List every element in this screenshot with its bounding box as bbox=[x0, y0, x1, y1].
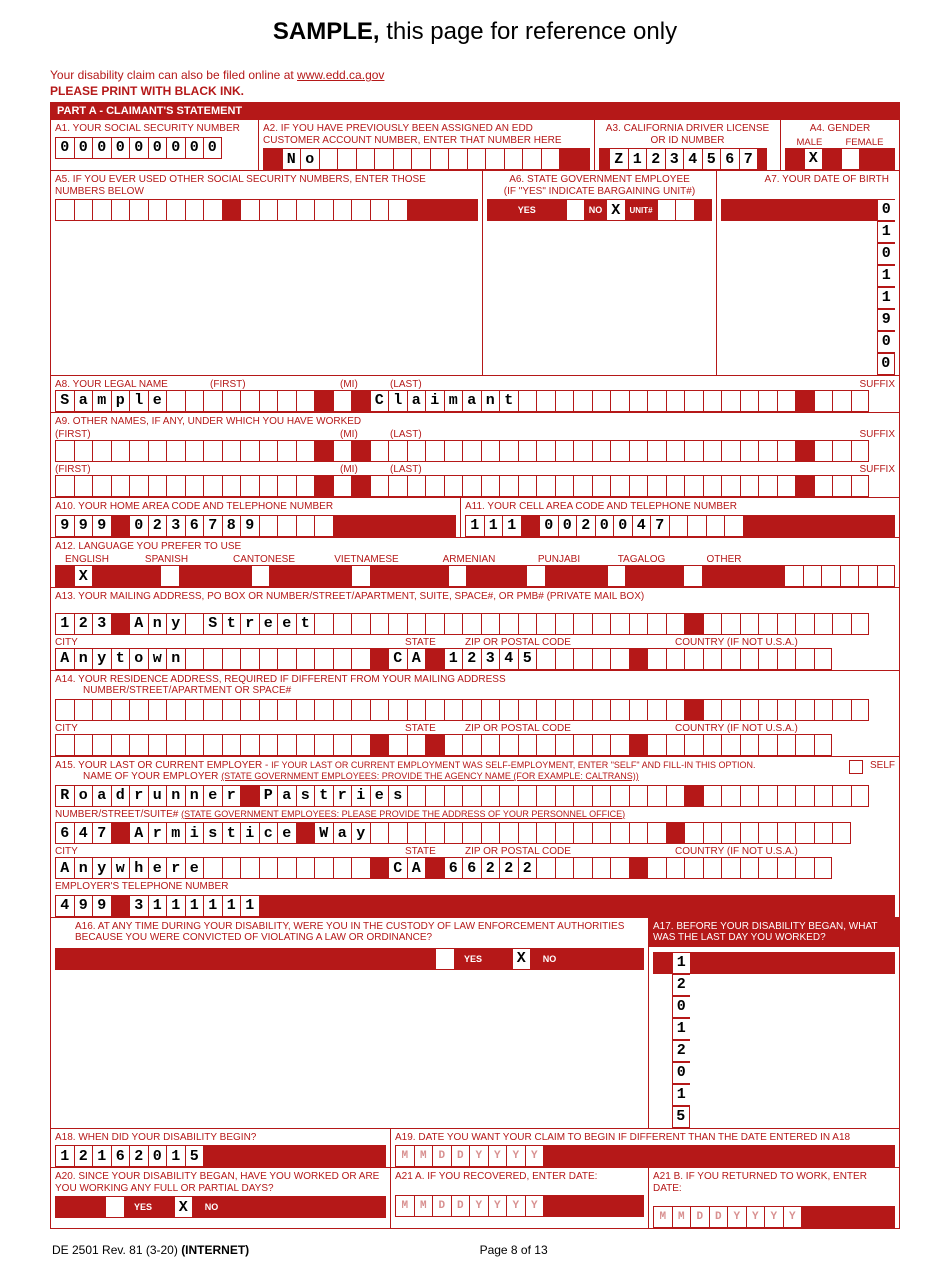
a6-yes[interactable] bbox=[566, 199, 585, 221]
a6-unit2[interactable] bbox=[675, 199, 694, 221]
black-ink-note: PLEASE PRINT WITH BLACK INK. bbox=[50, 84, 900, 98]
a16-no[interactable]: X bbox=[512, 948, 531, 970]
a15-label: A15. YOUR LAST OR CURRENT EMPLOYER - IF … bbox=[55, 760, 849, 783]
a14-city[interactable] bbox=[55, 734, 895, 756]
a10-label: A10. YOUR HOME AREA CODE AND TELEPHONE N… bbox=[55, 501, 456, 513]
a21a-boxes[interactable]: MMDDYYYY bbox=[395, 1195, 644, 1217]
a8-boxes[interactable]: SampleClaimant bbox=[55, 390, 895, 412]
footer: DE 2501 Rev. 81 (3-20) (INTERNET) Page 8… bbox=[50, 1243, 900, 1257]
a2-boxes[interactable]: No bbox=[263, 148, 590, 170]
a13-label: A13. YOUR MAILING ADDRESS, PO BOX OR NUM… bbox=[55, 591, 895, 603]
a16-yes[interactable] bbox=[435, 948, 454, 970]
a18-label: A18. WHEN DID YOUR DISABILITY BEGIN? bbox=[55, 1132, 386, 1144]
a6-unit1[interactable] bbox=[657, 199, 676, 221]
part-a-header: PART A - CLAIMANT'S STATEMENT bbox=[51, 103, 899, 119]
a15-phone[interactable]: 4993111111 bbox=[55, 895, 895, 917]
a20-no[interactable]: X bbox=[174, 1196, 193, 1218]
a9-label: A9. OTHER NAMES, IF ANY, UNDER WHICH YOU… bbox=[55, 416, 895, 428]
a12-label: A12. LANGUAGE YOU PREFER TO USE bbox=[55, 541, 895, 553]
a1-label: A1. YOUR SOCIAL SECURITY NUMBER bbox=[55, 123, 254, 135]
a2-label: A2. IF YOU HAVE PREVIOUSLY BEEN ASSIGNED… bbox=[263, 123, 590, 146]
a17-label: A17. BEFORE YOUR DISABILITY BEGAN, WHAT … bbox=[649, 918, 899, 947]
a6-label: A6. STATE GOVERNMENT EMPLOYEE(IF "YES" I… bbox=[487, 174, 712, 197]
a4-label: A4. GENDER bbox=[785, 123, 895, 135]
a16-label: A16. AT ANY TIME DURING YOUR DISABILITY,… bbox=[55, 921, 644, 944]
a10-boxes[interactable]: 9990236789 bbox=[55, 515, 456, 537]
a5-label: A5. IF YOU EVER USED OTHER SOCIAL SECURI… bbox=[55, 174, 478, 197]
form: PART A - CLAIMANT'S STATEMENT A1. YOUR S… bbox=[50, 102, 900, 1229]
a9-boxes-2[interactable] bbox=[55, 475, 895, 497]
a20-yes[interactable] bbox=[105, 1196, 124, 1218]
a11-boxes[interactable]: 1110020047 bbox=[465, 515, 895, 537]
online-note: Your disability claim can also be filed … bbox=[50, 68, 900, 82]
a11-label: A11. YOUR CELL AREA CODE AND TELEPHONE N… bbox=[465, 501, 895, 513]
a19-boxes[interactable]: MMDDYYYY bbox=[395, 1145, 895, 1167]
a14-label: A14. YOUR RESIDENCE ADDRESS, REQUIRED IF… bbox=[55, 674, 895, 697]
a9-boxes-1[interactable] bbox=[55, 440, 895, 462]
a3-label: A3. CALIFORNIA DRIVER LICENSE OR ID NUMB… bbox=[599, 123, 776, 146]
a18-boxes[interactable]: 12162015 bbox=[55, 1145, 386, 1167]
a14-street[interactable] bbox=[55, 699, 895, 721]
a4-female[interactable] bbox=[841, 148, 860, 170]
a21b-label: A21 B. IF YOU RETURNED TO WORK, ENTER DA… bbox=[653, 1171, 895, 1194]
a19-label: A19. DATE YOU WANT YOUR CLAIM TO BEGIN I… bbox=[395, 1132, 895, 1144]
a6-no-label: NO bbox=[584, 199, 606, 221]
a21a-label: A21 A. IF YOU RECOVERED, ENTER DATE: bbox=[395, 1171, 644, 1183]
edd-link[interactable]: www.edd.ca.gov bbox=[297, 68, 384, 82]
a13-city[interactable]: AnytownCA12345 bbox=[55, 648, 895, 670]
a21b-boxes[interactable]: MMDDYYYY bbox=[653, 1206, 895, 1228]
a15-city[interactable]: AnywhereCA66222 bbox=[55, 857, 895, 879]
a5-boxes[interactable] bbox=[55, 199, 478, 221]
sample-header: SAMPLE, this page for reference only bbox=[50, 18, 900, 46]
a13-street[interactable]: 123Any Street bbox=[55, 613, 895, 635]
a4-male[interactable]: X bbox=[804, 148, 823, 170]
a3-boxes[interactable]: Z1234567 bbox=[599, 148, 776, 170]
a15-self-check[interactable] bbox=[849, 760, 863, 774]
a12-boxes[interactable]: X bbox=[55, 565, 895, 587]
a7-label: A7. YOUR DATE OF BIRTH bbox=[721, 174, 895, 186]
a6-no[interactable]: X bbox=[606, 199, 625, 221]
a15-addr[interactable]: 647ArmisticeWay bbox=[55, 822, 895, 844]
a1-boxes[interactable]: 000000000 bbox=[55, 137, 254, 159]
a15-name[interactable]: RoadrunnerPastries bbox=[55, 785, 895, 807]
a20-label: A20. SINCE YOUR DISABILITY BEGAN, HAVE Y… bbox=[55, 1171, 386, 1194]
